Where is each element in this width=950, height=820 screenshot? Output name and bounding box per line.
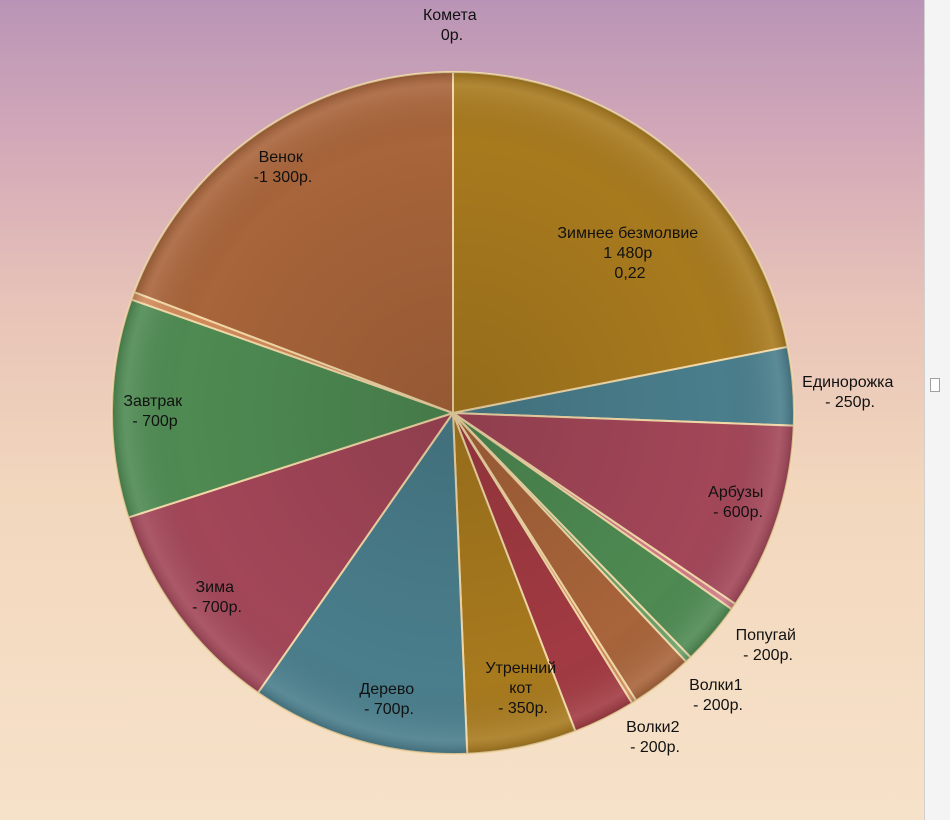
label-popugai: Попугай - 200р. — [736, 627, 801, 664]
label-volki2: Волки2 - 200р. — [626, 719, 684, 756]
scrollbar-strip[interactable] — [924, 0, 950, 820]
label-arbuzy: Арбузы - 600р. — [708, 484, 768, 521]
pie-slices — [111, 71, 795, 755]
resize-handle[interactable] — [930, 378, 940, 392]
label-venok: Венок -1 300р. — [254, 149, 313, 186]
label-kometa: Комета 0р. — [423, 7, 481, 44]
label-edinorozhka: Единорожка - 250р. — [802, 374, 898, 411]
label-zima: Зима - 700р. — [192, 579, 242, 616]
label-zavtrak: Завтрак - 700р — [123, 393, 186, 430]
label-volki1: Волки1 - 200р. — [689, 677, 747, 714]
label-zimnee: Зимнее безмолвие 1 480р 0,22 — [557, 225, 702, 282]
label-utrenniy-kot: Утренний кот - 350р. — [485, 660, 560, 717]
label-derevo: Дерево - 700р. — [359, 681, 418, 718]
